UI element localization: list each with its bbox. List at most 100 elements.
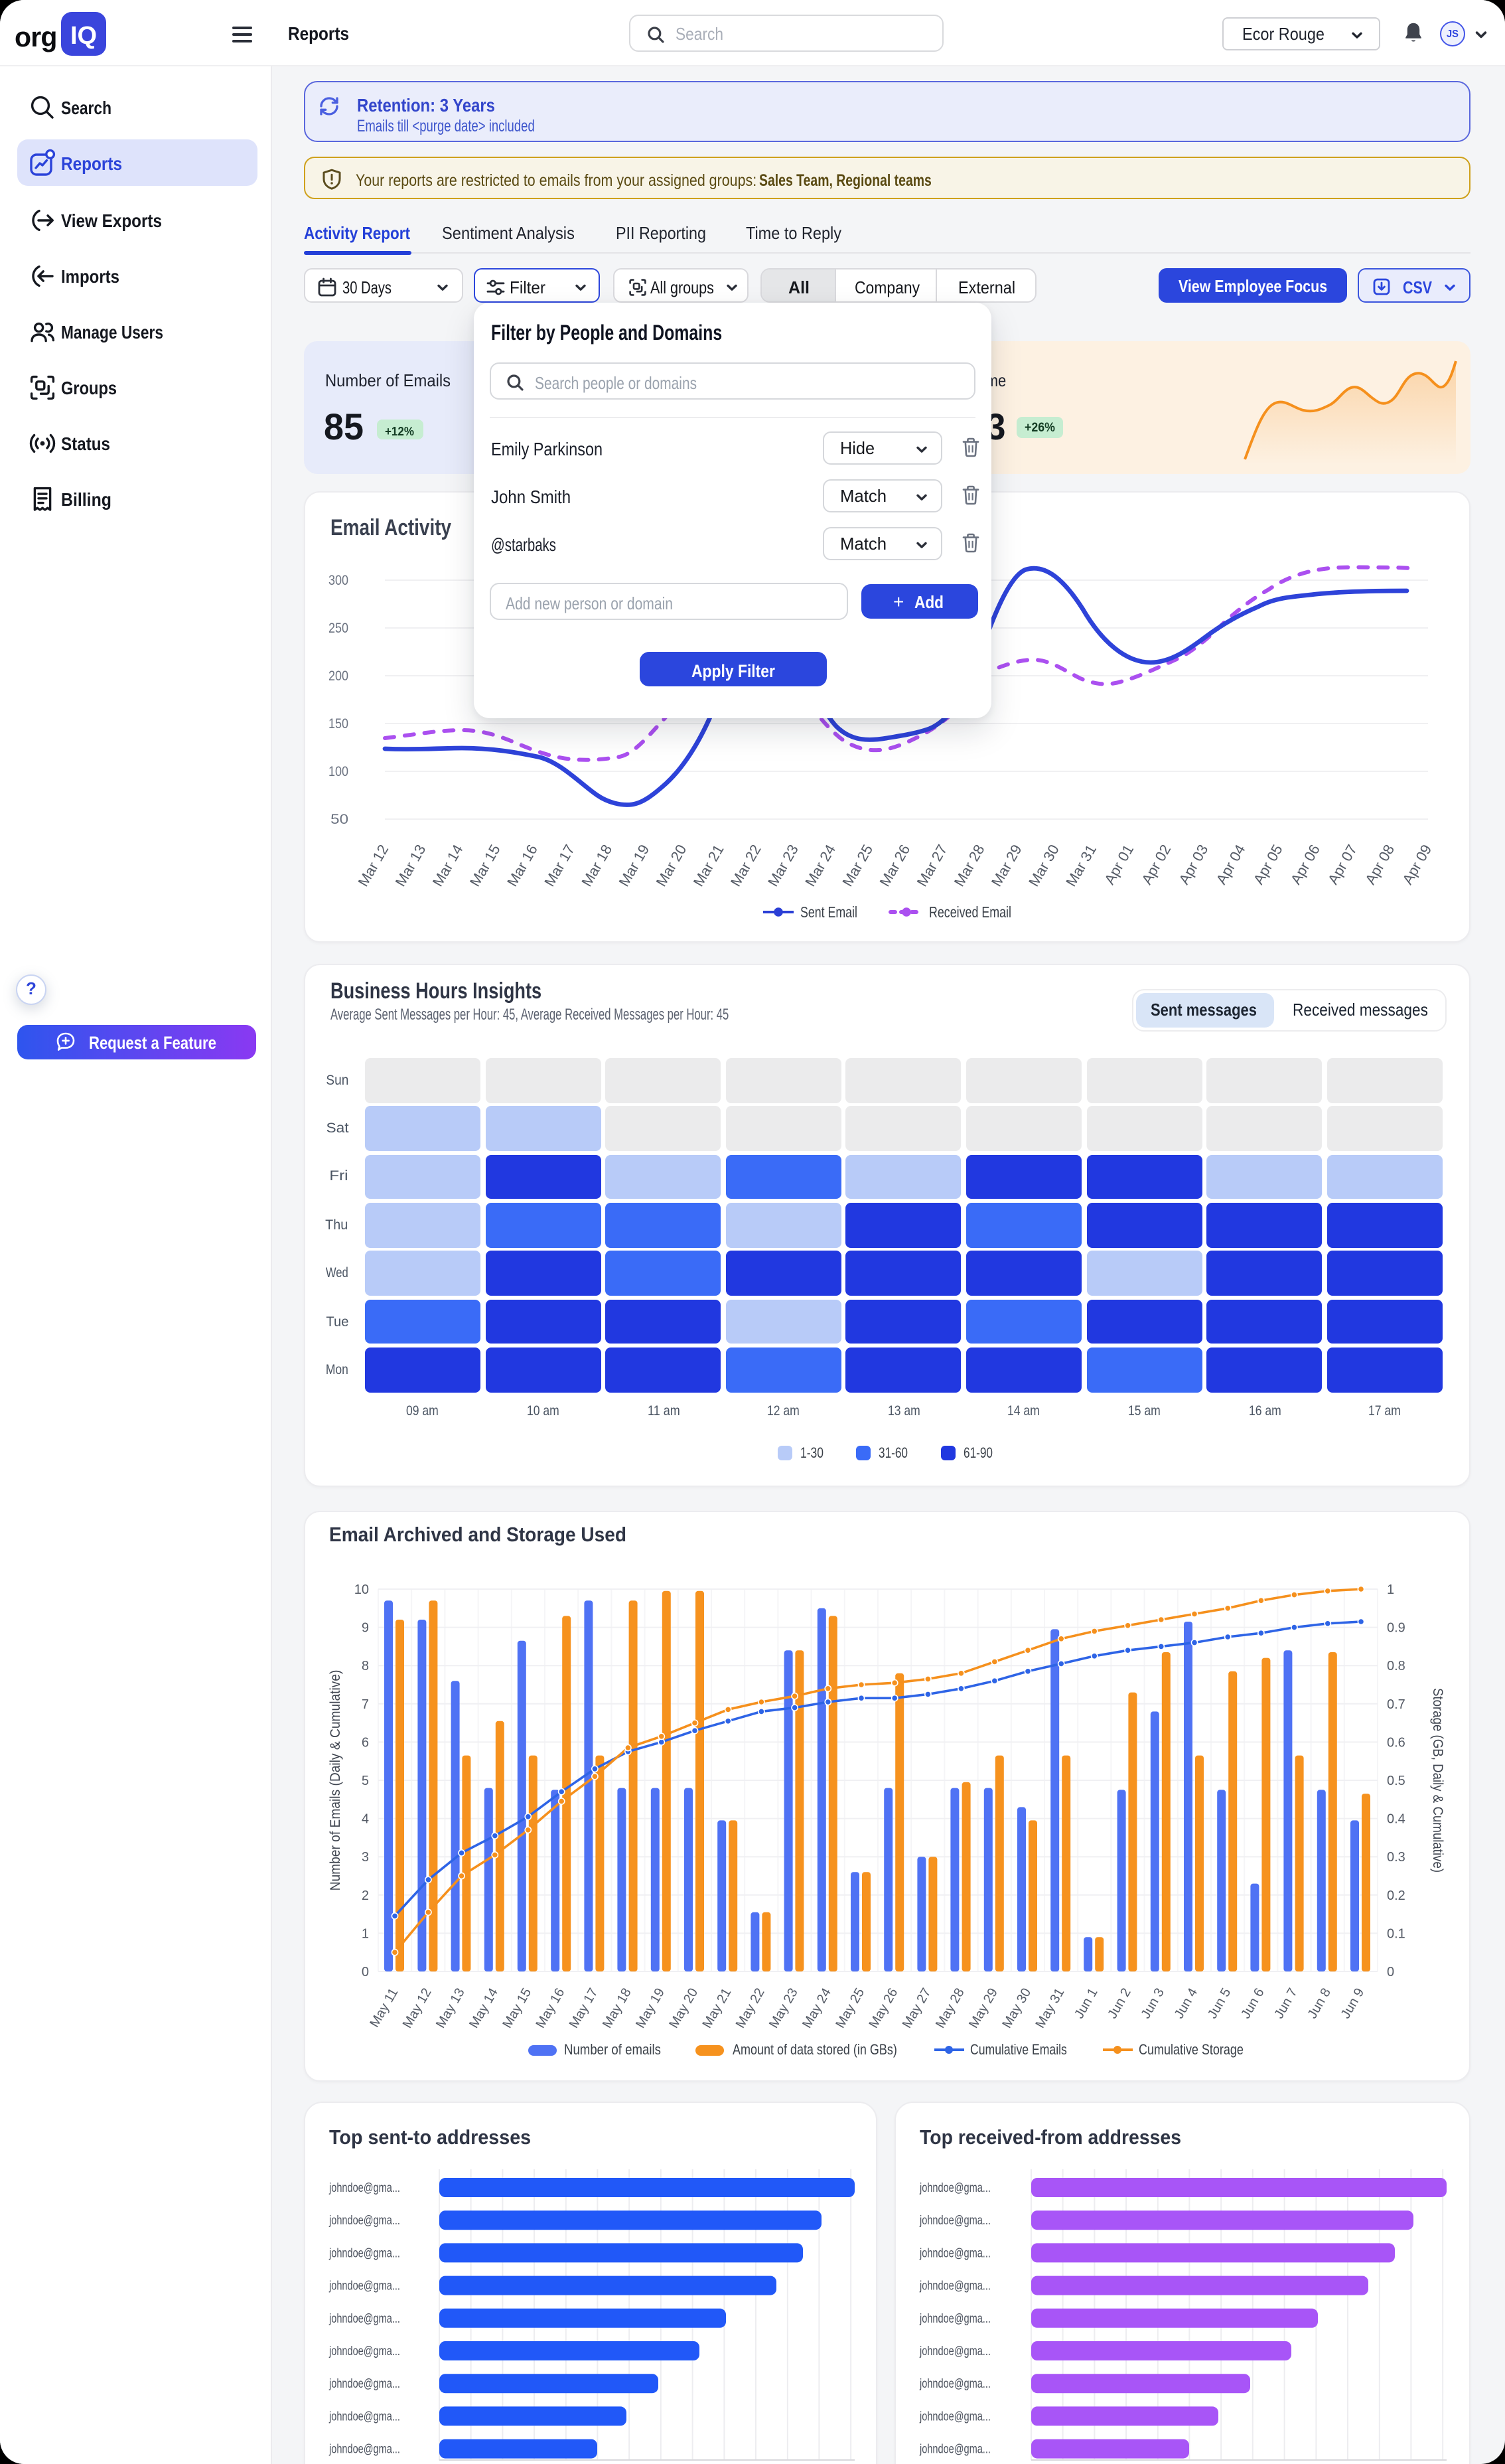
svg-text:0.6: 0.6	[1387, 1735, 1405, 1750]
svg-text:0.4: 0.4	[1387, 1812, 1405, 1827]
svg-text:May 15: May 15	[500, 1986, 534, 2031]
svg-text:6: 6	[362, 1735, 369, 1750]
svg-text:johndoe@gma...: johndoe@gma...	[328, 2311, 400, 2325]
svg-text:Mar 28: Mar 28	[951, 842, 988, 889]
svg-text:Mar 18: Mar 18	[578, 842, 615, 889]
svg-text:Received Email: Received Email	[929, 904, 1011, 921]
svg-text:May 23: May 23	[766, 1986, 801, 2031]
svg-text:johndoe@gma...: johndoe@gma...	[919, 2442, 991, 2456]
svg-text:johndoe@gma...: johndoe@gma...	[328, 2279, 400, 2293]
svg-text:0.3: 0.3	[1387, 1850, 1405, 1865]
svg-text:johndoe@gma...: johndoe@gma...	[919, 2344, 991, 2358]
svg-text:Jun 5: Jun 5	[1205, 1986, 1234, 2021]
svg-text:0.9: 0.9	[1387, 1621, 1405, 1636]
svg-text:Mar 23: Mar 23	[764, 842, 802, 889]
svg-text:0.5: 0.5	[1387, 1774, 1405, 1788]
svg-text:May 25: May 25	[833, 1986, 867, 2031]
svg-text:May 28: May 28	[933, 1986, 967, 2031]
svg-text:Mar 15: Mar 15	[466, 842, 504, 889]
svg-text:Apr 09: Apr 09	[1399, 842, 1435, 887]
svg-text:Amount of data stored (in GBs): Amount of data stored (in GBs)	[733, 2042, 897, 2058]
svg-text:2: 2	[362, 1888, 369, 1903]
svg-text:Mar 22: Mar 22	[727, 842, 764, 889]
svg-text:Apr 08: Apr 08	[1362, 842, 1398, 887]
svg-text:johndoe@gma...: johndoe@gma...	[919, 2376, 991, 2390]
svg-text:50: 50	[330, 811, 348, 826]
svg-text:johndoe@gma...: johndoe@gma...	[919, 2213, 991, 2227]
svg-text:johndoe@gma...: johndoe@gma...	[919, 2311, 991, 2325]
svg-text:Mar 12: Mar 12	[354, 842, 392, 889]
svg-text:johndoe@gma...: johndoe@gma...	[919, 2246, 991, 2260]
svg-text:May 16: May 16	[534, 1986, 568, 2031]
svg-text:May 30: May 30	[999, 1986, 1034, 2031]
svg-text:Mar 29: Mar 29	[988, 842, 1025, 889]
svg-text:4: 4	[362, 1812, 369, 1827]
svg-text:johndoe@gma...: johndoe@gma...	[328, 2442, 400, 2456]
svg-text:Cumulative Emails: Cumulative Emails	[970, 2042, 1067, 2058]
svg-text:Mar 16: Mar 16	[504, 842, 541, 889]
svg-text:Apr 02: Apr 02	[1138, 842, 1174, 887]
svg-text:Apr 05: Apr 05	[1250, 842, 1286, 887]
svg-text:Jun 8: Jun 8	[1305, 1986, 1334, 2021]
svg-text:250: 250	[328, 621, 348, 637]
svg-text:150: 150	[328, 716, 348, 732]
svg-text:Mar 30: Mar 30	[1025, 842, 1062, 889]
svg-text:May 12: May 12	[400, 1986, 435, 2031]
svg-text:May 22: May 22	[733, 1986, 768, 2031]
svg-text:May 27: May 27	[900, 1986, 934, 2031]
svg-text:johndoe@gma...: johndoe@gma...	[919, 2410, 991, 2424]
svg-text:Mar 14: Mar 14	[429, 842, 466, 889]
svg-text:johndoe@gma...: johndoe@gma...	[328, 2181, 400, 2194]
svg-text:johndoe@gma...: johndoe@gma...	[328, 2344, 400, 2358]
svg-text:May 11: May 11	[367, 1986, 401, 2031]
svg-text:May 17: May 17	[567, 1986, 601, 2031]
svg-text:200: 200	[328, 668, 348, 684]
svg-text:Mar 25: Mar 25	[839, 842, 876, 889]
svg-text:Storage (GB, Daily & Cumulativ: Storage (GB, Daily & Cumulative)	[1430, 1688, 1445, 1873]
svg-text:Mar 24: Mar 24	[802, 842, 839, 889]
svg-text:May 26: May 26	[867, 1986, 901, 2031]
svg-text:Mar 31: Mar 31	[1062, 842, 1100, 889]
svg-text:Jun 2: Jun 2	[1105, 1986, 1134, 2021]
svg-text:300: 300	[328, 573, 348, 589]
svg-text:Mar 26: Mar 26	[876, 842, 913, 889]
svg-text:May 18: May 18	[600, 1986, 634, 2031]
svg-text:Cumulative Storage: Cumulative Storage	[1139, 2042, 1244, 2058]
svg-text:Apr 04: Apr 04	[1213, 842, 1249, 887]
svg-text:May 13: May 13	[433, 1986, 468, 2031]
svg-text:Mar 20: Mar 20	[653, 842, 690, 889]
svg-text:Apr 01: Apr 01	[1101, 842, 1137, 887]
svg-text:Jun 9: Jun 9	[1338, 1986, 1368, 2021]
svg-text:Apr 06: Apr 06	[1287, 842, 1323, 887]
svg-text:Sent Email: Sent Email	[800, 904, 857, 921]
svg-text:Jun 3: Jun 3	[1139, 1986, 1168, 2021]
svg-text:1: 1	[362, 1926, 369, 1941]
svg-text:0.2: 0.2	[1387, 1888, 1405, 1903]
svg-text:1: 1	[1387, 1582, 1394, 1597]
svg-text:Number of emails: Number of emails	[564, 2042, 661, 2058]
svg-text:5: 5	[362, 1774, 369, 1788]
svg-text:0.7: 0.7	[1387, 1697, 1405, 1712]
svg-text:Mar 13: Mar 13	[392, 842, 429, 889]
svg-text:0.1: 0.1	[1387, 1926, 1405, 1941]
svg-text:0: 0	[1387, 1965, 1394, 1979]
svg-text:Jun 4: Jun 4	[1172, 1986, 1201, 2021]
svg-text:0: 0	[362, 1965, 369, 1979]
svg-text:May 24: May 24	[800, 1986, 834, 2031]
svg-text:0.8: 0.8	[1387, 1659, 1405, 1673]
svg-text:Jun 6: Jun 6	[1238, 1986, 1267, 2021]
svg-text:100: 100	[328, 764, 348, 780]
svg-text:May 19: May 19	[633, 1986, 668, 2031]
svg-text:May 29: May 29	[966, 1986, 1001, 2031]
svg-text:May 20: May 20	[666, 1986, 701, 2031]
svg-text:May 14: May 14	[466, 1986, 501, 2031]
svg-text:Mar 17: Mar 17	[541, 842, 578, 889]
svg-text:Jun 1: Jun 1	[1072, 1986, 1101, 2021]
svg-text:Mar 21: Mar 21	[690, 842, 727, 889]
svg-text:johndoe@gma...: johndoe@gma...	[328, 2213, 400, 2227]
svg-text:Mar 27: Mar 27	[914, 842, 951, 889]
svg-text:johndoe@gma...: johndoe@gma...	[919, 2181, 991, 2194]
svg-text:johndoe@gma...: johndoe@gma...	[328, 2410, 400, 2424]
svg-text:May 21: May 21	[700, 1986, 735, 2031]
svg-text:May 31: May 31	[1033, 1986, 1068, 2031]
